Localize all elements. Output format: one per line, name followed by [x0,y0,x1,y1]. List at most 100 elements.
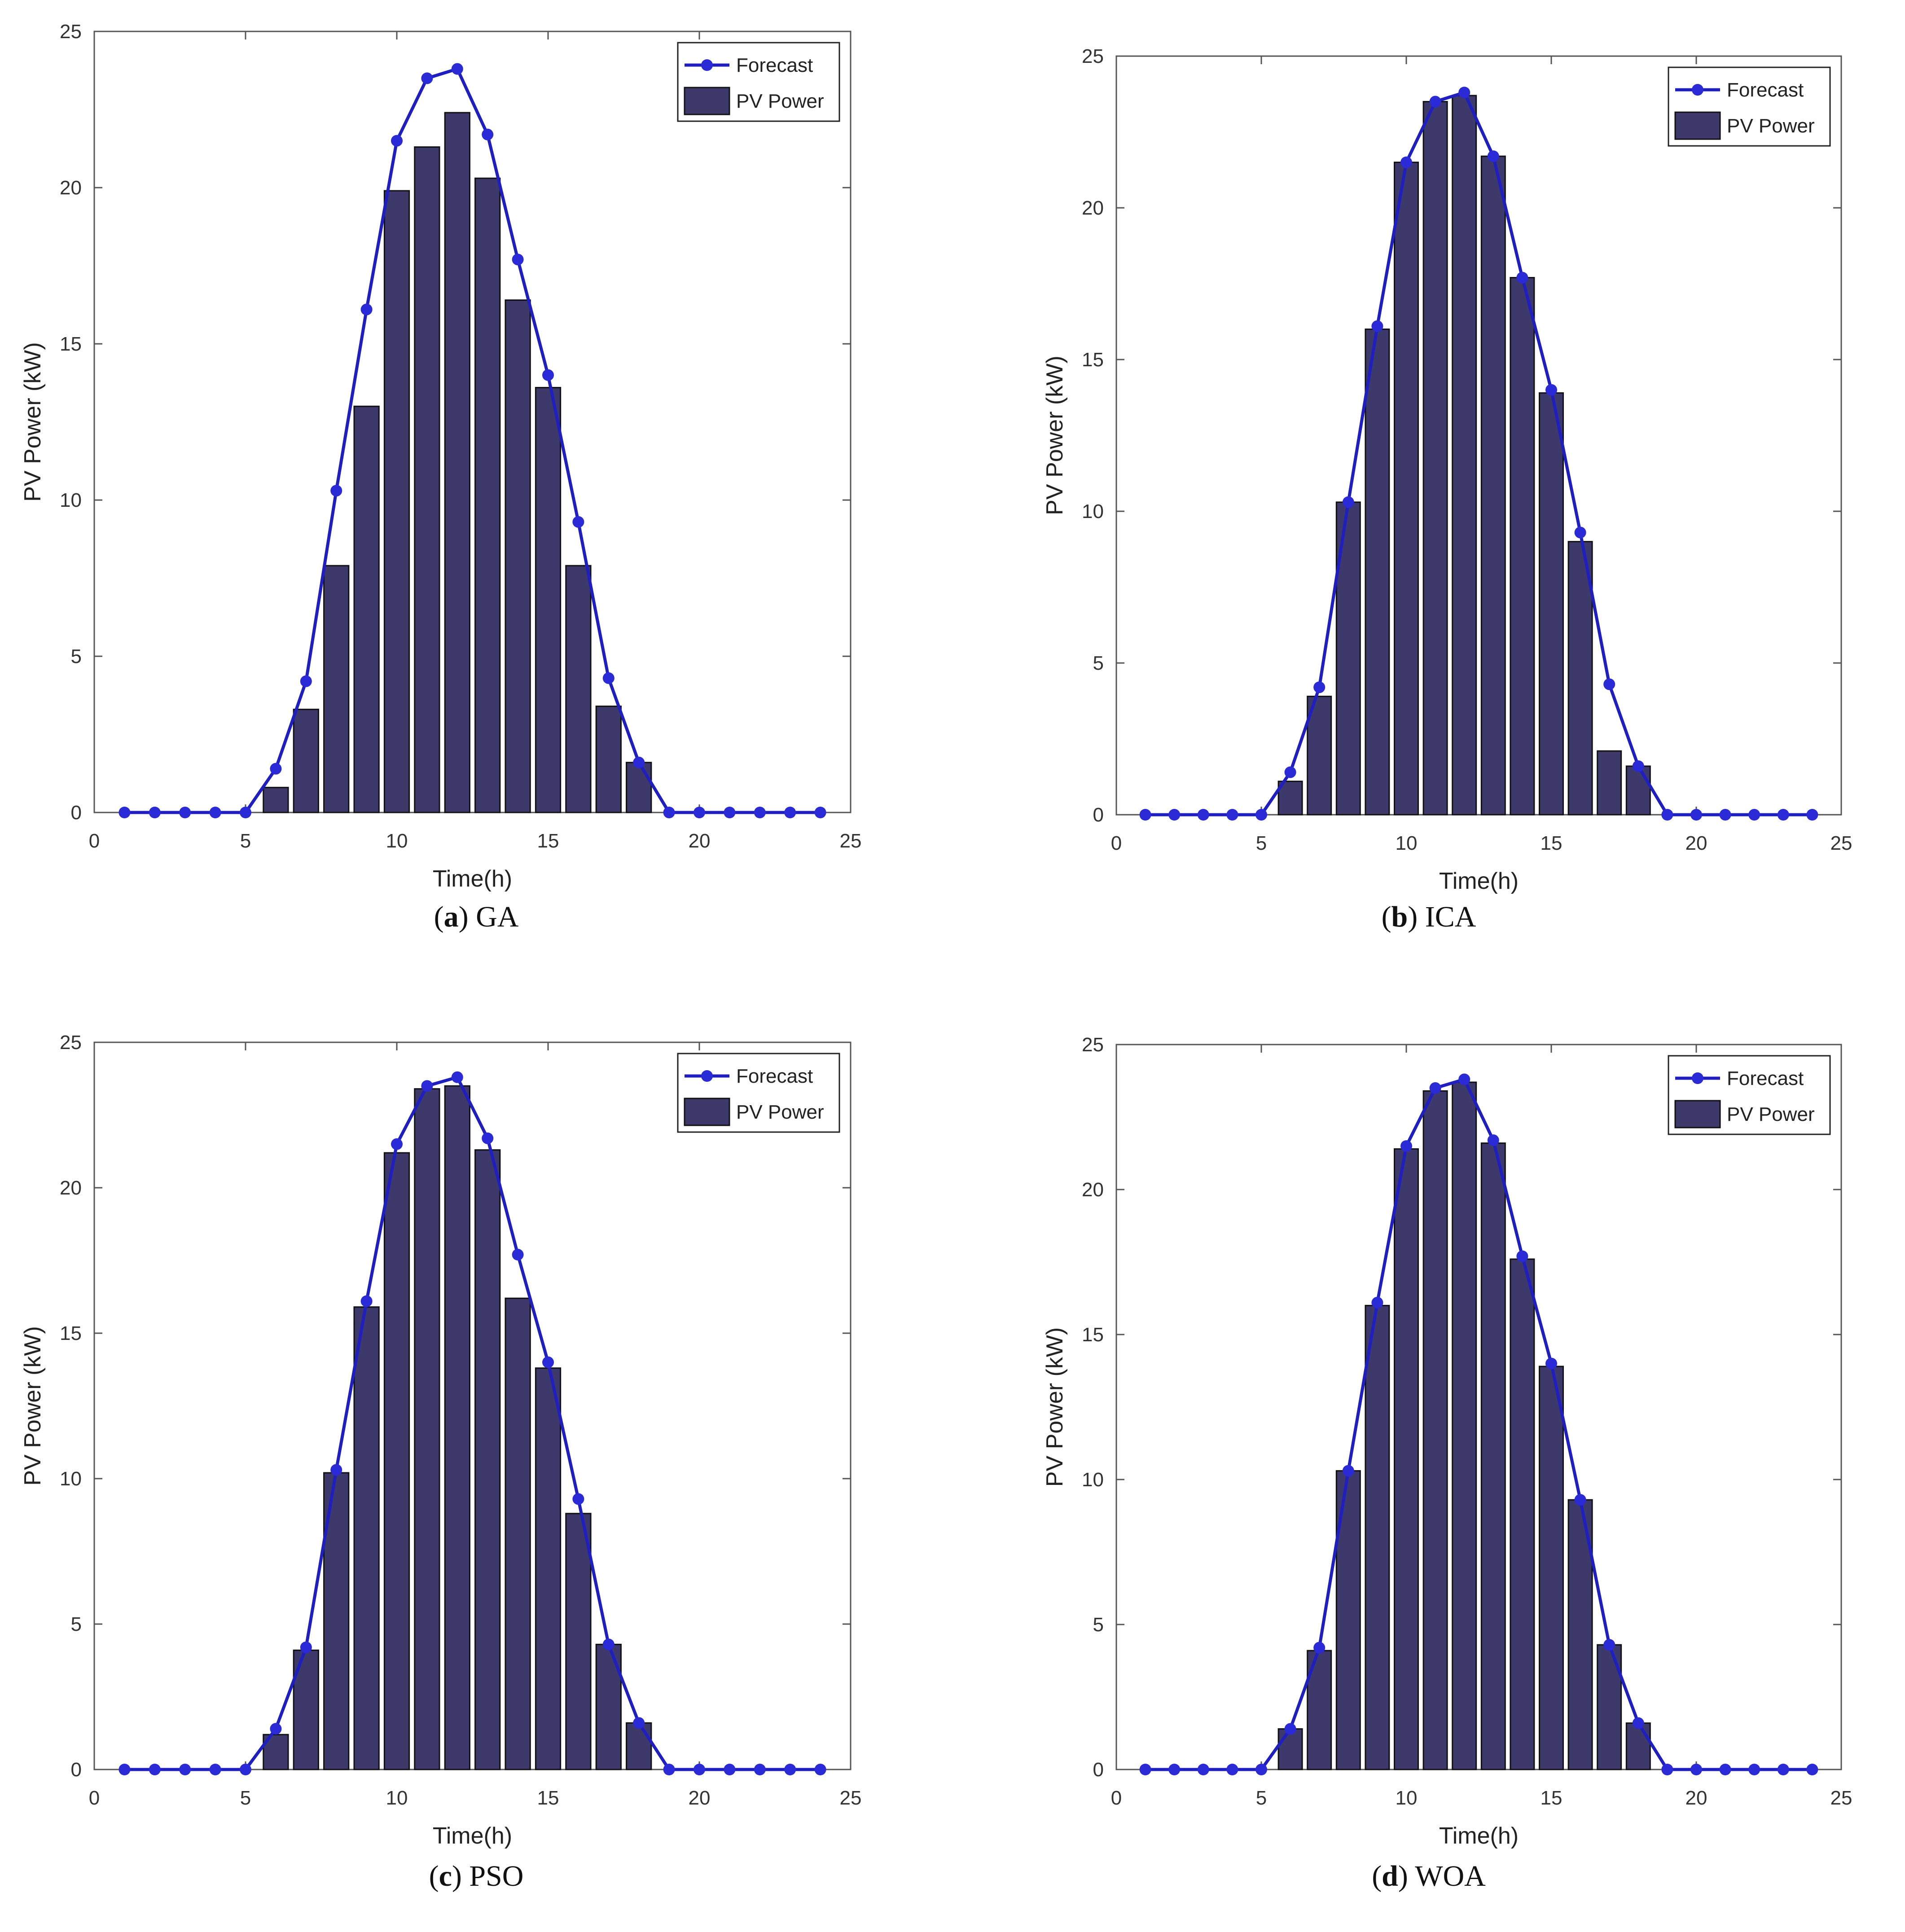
chart-c-forecast-point-13 [482,1132,494,1144]
chart-d: 0 5 10 15 20 25 0 5 10 15 20 25 Time(h) PV Power (kW)… [1042,1034,1852,1849]
chart-c-bar-10 [383,1152,410,1770]
chart-c-forecast-point-22 [754,1764,766,1775]
chart-b-bar-16 [1567,541,1593,816]
chart-a-ytick-label-5: 25 [60,21,82,43]
chart-d-bar-12 [1452,1081,1477,1770]
chart-a-forecast-point-5 [240,807,251,818]
chart-a-forecast-point-9 [360,303,373,316]
chart-a-ytick-label-3: 15 [60,333,82,355]
chart-a-ytick-label-1: 5 [71,645,82,667]
chart-a-forecast-point-14 [512,254,524,266]
chart-c-bar-15 [535,1367,562,1770]
chart-c-forecast-point-17 [602,1638,615,1651]
chart-b-forecast-point-3 [1197,809,1209,821]
caption-a: (a) GA [434,900,519,933]
chart-c-ytick-label-1: 5 [71,1613,82,1635]
chart-d-forecast-point-4 [1226,1764,1238,1775]
chart-d-xtick-label-5: 25 [1830,1787,1852,1809]
chart-a-forecast-point-20 [694,807,705,818]
chart-d-ytick-label-2: 10 [1082,1469,1104,1491]
chart-a-bar-11 [414,146,440,813]
chart-c-forecast-point-9 [360,1295,373,1307]
chart-b-ytick-label-5: 25 [1082,45,1104,67]
chart-b-ytick-label-3: 15 [1082,349,1104,371]
chart-c-forecast-point-5 [240,1764,251,1775]
chart-a-legend-label-pv-power: PV Power [736,90,824,112]
chart-b-forecast-point-10 [1400,156,1412,168]
chart-a-forecast-point-4 [209,807,221,818]
chart-d-forecast-point-18 [1632,1717,1644,1729]
chart-b-plot-area [1115,55,1842,816]
chart-b-forecast-point-19 [1661,809,1673,821]
chart-a-bar-8 [323,565,350,813]
chart-a-forecast-point-6 [270,763,282,775]
chart-panel-a: 0 5 10 15 20 25 0 5 10 15 20 25 Time(h) PV Power (kW)… [0,0,952,966]
chart-a-forecast-point-7 [300,675,312,687]
chart-b-bar-14 [1510,277,1535,816]
chart-a-bar-12 [444,112,470,813]
chart-d-bar-11 [1422,1090,1448,1770]
chart-b-bar-12 [1452,95,1477,816]
chart-b-forecast-point-4 [1226,809,1238,821]
chart-c-ylabel: PV Power (kW) [20,1326,46,1485]
caption-text-d: WOA [1415,1860,1486,1892]
chart-a-bar-18 [626,762,652,813]
chart-c-bar-16 [565,1513,592,1770]
chart-c-xtick-label-4: 20 [689,1787,711,1809]
chart-a-xtick-label-4: 20 [689,830,711,852]
chart-c-forecast-point-24 [814,1764,826,1775]
chart-b-forecast-point-5 [1255,809,1267,821]
chart-c-ytick-label-0: 0 [71,1759,82,1781]
chart-b-forecast-point-6 [1284,766,1296,778]
chart-b-ytick-label-1: 5 [1093,652,1104,674]
chart-b-bar-9 [1365,328,1390,816]
chart-c-xtick-label-3: 15 [537,1787,559,1809]
chart-c-forecast-point-8 [330,1464,342,1476]
chart-d-bar-14 [1510,1258,1535,1770]
chart-b-forecast-point-1 [1139,809,1151,821]
chart-d-legend-pv-swatch [1674,1100,1721,1128]
chart-a-forecast-point-1 [119,807,131,818]
chart-a-xtick-label-0: 0 [89,830,100,852]
chart-c-xtick-label-1: 5 [240,1787,251,1809]
chart-b-bar-15 [1539,392,1564,816]
chart-b-forecast-point-24 [1806,809,1818,821]
chart-a-ytick-label-2: 10 [60,489,82,511]
chart-d-forecast-point-23 [1777,1764,1789,1775]
chart-a-forecast-point-8 [330,485,342,497]
chart-b-xtick-label-0: 0 [1111,832,1122,854]
chart-a-forecast-point-23 [784,807,796,818]
chart-d-xtick-label-2: 10 [1396,1787,1418,1809]
chart-b-xtick-label-5: 25 [1830,832,1852,854]
chart-b-bar-17 [1597,750,1622,816]
caption-letter-a: a [443,900,459,933]
chart-d-ytick-label-0: 0 [1093,1759,1104,1781]
chart-d-forecast-point-22 [1748,1764,1760,1775]
chart-c-legend-forecast-marker [701,1070,713,1082]
chart-c-forecast-point-11 [421,1080,433,1092]
chart-a-bar-16 [565,565,592,813]
chart-c-forecast-point-12 [451,1071,463,1083]
chart-c-bar-9 [353,1306,380,1770]
chart-d-forecast-point-5 [1255,1764,1267,1775]
chart-a-plot-area [93,31,852,813]
chart-a-forecast-point-13 [482,128,494,141]
chart-b-forecast-point-21 [1719,809,1731,821]
chart-a-forecast-point-21 [724,807,736,818]
chart-d-forecast-point-8 [1342,1465,1354,1477]
chart-b-ytick-label-2: 10 [1082,501,1104,523]
chart-d-legend-label-forecast: Forecast [1727,1067,1804,1089]
chart-c-forecast-point-15 [542,1356,554,1368]
chart-d-ylabel: PV Power (kW) [1042,1327,1068,1487]
chart-b-forecast-point-8 [1342,496,1354,508]
caption-letter-b: b [1391,900,1408,933]
chart-d-bar-10 [1394,1148,1419,1770]
caption-text-c: PSO [469,1860,524,1892]
chart-a-forecast-point-22 [754,807,766,818]
chart-a-forecast-point-11 [421,72,433,84]
chart-b-forecast-point-7 [1313,681,1326,694]
chart-c-forecast-point-7 [300,1641,312,1653]
chart-a-xtick-label-3: 15 [537,830,559,852]
chart-c-xtick-label-2: 10 [386,1787,408,1809]
chart-d-forecast-point-13 [1487,1134,1499,1146]
